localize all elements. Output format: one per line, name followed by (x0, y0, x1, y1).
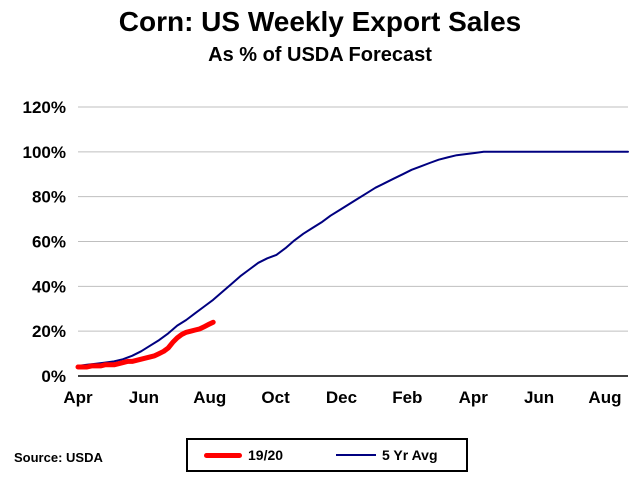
y-tick-label: 0% (41, 367, 66, 386)
chart-subtitle: As % of USDA Forecast (208, 44, 432, 66)
legend-swatch-1920 (204, 452, 242, 458)
x-tick-label: Oct (261, 388, 290, 407)
series-lines (75, 150, 629, 370)
legend-swatch-5yr-avg (336, 454, 376, 456)
x-axis-ticks: Apr Jun Aug Oct Dec Feb Apr Jun Aug (63, 388, 621, 407)
gridlines (78, 106, 628, 332)
source-note: Source: USDA (14, 450, 103, 465)
legend-label-1920: 19/20 (248, 447, 284, 463)
x-tick-label: Apr (63, 388, 93, 407)
y-tick-label: 60% (32, 233, 66, 252)
y-tick-label: 20% (32, 322, 66, 341)
x-tick-label: Aug (193, 388, 226, 407)
y-tick-label: 100% (23, 143, 66, 162)
y-tick-label: 80% (32, 188, 66, 207)
x-tick-label: Feb (392, 388, 422, 407)
x-tick-label: Dec (326, 388, 357, 407)
x-tick-label: Jun (129, 388, 159, 407)
y-tick-label: 40% (32, 277, 66, 296)
x-tick-label: Jun (524, 388, 554, 407)
legend-item-5yr-avg: 5 Yr Avg (336, 440, 438, 470)
legend-item-1920: 19/20 (204, 440, 283, 470)
legend: 19/20 5 Yr Avg (186, 438, 468, 472)
legend-label-5yr-avg: 5 Yr Avg (382, 447, 438, 463)
series-line-1920 (75, 319, 216, 370)
x-tick-label: Apr (459, 388, 489, 407)
y-axis-ticks: 0% 20% 40% 60% 80% 100% 120% (23, 98, 66, 386)
chart-title: Corn: US Weekly Export Sales (118, 6, 522, 37)
x-tick-label: Aug (588, 388, 621, 407)
series-line-5yr-avg (77, 150, 629, 367)
y-tick-label: 120% (23, 98, 66, 117)
